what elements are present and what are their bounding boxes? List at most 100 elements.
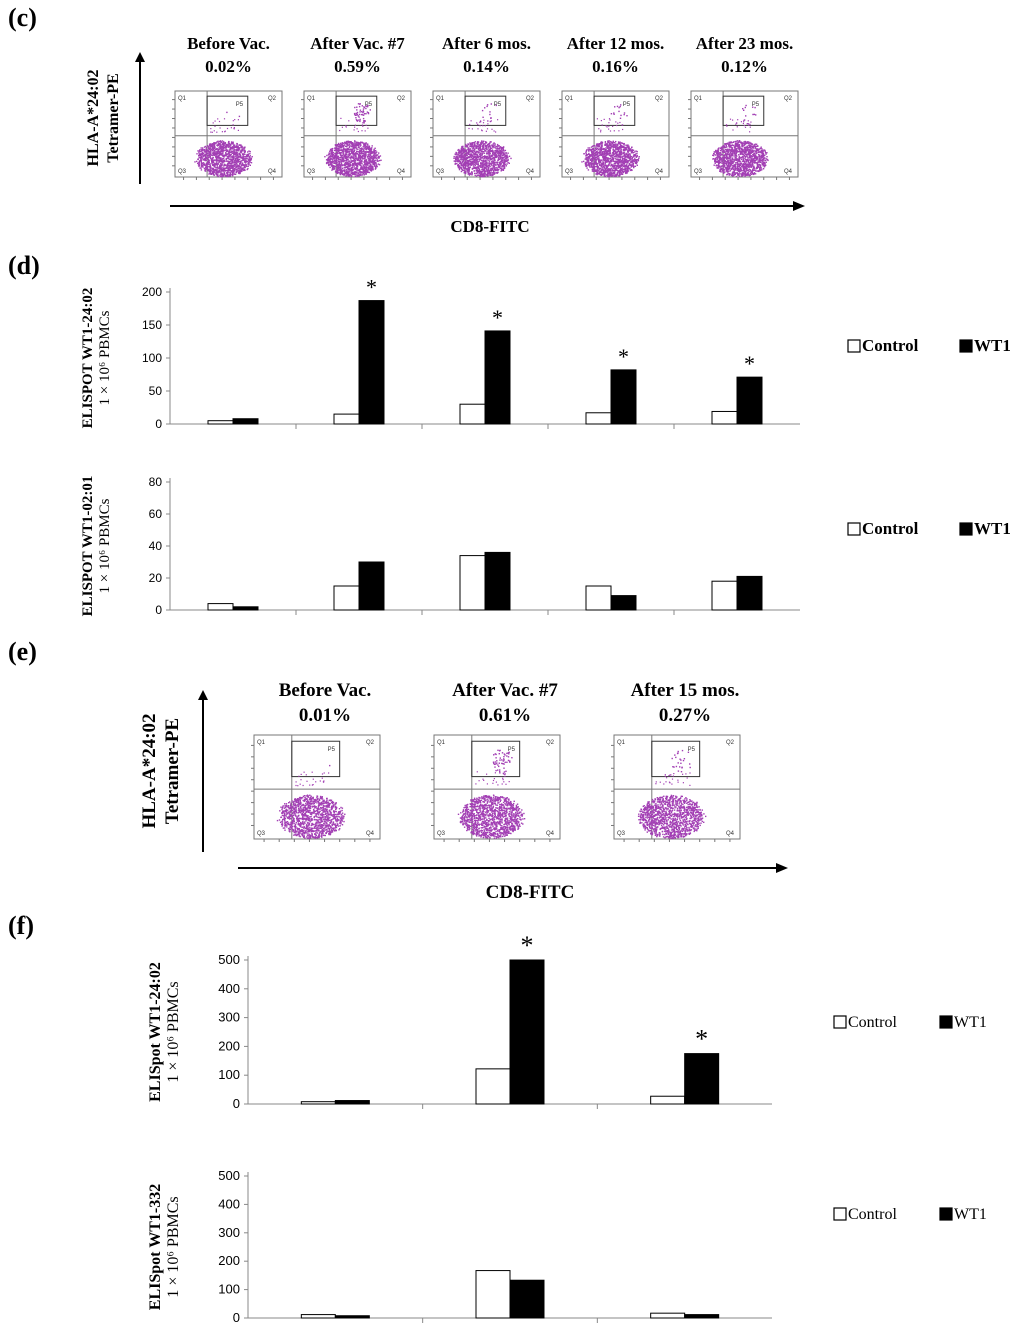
event-dot: [468, 163, 470, 165]
event-dot: [210, 170, 213, 172]
event-dot: [221, 147, 224, 149]
event-dot: [607, 170, 609, 172]
event-dot: [592, 162, 595, 164]
event-dot: [468, 160, 470, 162]
event-dot: [621, 167, 623, 169]
event-dot: [624, 161, 626, 163]
event-dot: [503, 166, 506, 168]
event-dot: [354, 172, 356, 174]
event-dot: [489, 158, 492, 160]
event-dot: [202, 163, 205, 166]
scatter-event-dot: [471, 128, 473, 130]
event-dot: [594, 161, 596, 164]
event-dot: [367, 157, 369, 160]
event-dot: [504, 154, 507, 156]
event-dot: [355, 141, 357, 144]
event-dot: [238, 167, 240, 170]
event-dot: [220, 154, 223, 156]
event-dot: [329, 162, 332, 164]
event-dot: [599, 152, 601, 154]
event-dot: [207, 150, 210, 153]
event-dot: [249, 157, 252, 159]
event-dot: [232, 165, 234, 168]
event-dot: [336, 157, 338, 159]
event-dot: [608, 174, 610, 177]
event-dot: [486, 157, 489, 159]
event-dot: [200, 147, 202, 149]
event-dot: [198, 161, 200, 163]
event-dot: [502, 146, 505, 148]
event-dot: [623, 170, 625, 173]
gate-event-dot: [369, 109, 371, 111]
event-dot: [486, 173, 489, 175]
event-dot: [600, 147, 602, 149]
event-dot: [592, 153, 594, 155]
event-dot: [218, 155, 220, 157]
event-dot: [473, 170, 475, 172]
event-dot: [604, 165, 607, 167]
event-dot: [467, 165, 469, 168]
scatter-event-dot: [232, 124, 234, 126]
event-dot: [332, 152, 334, 154]
gate-event-dot: [365, 107, 367, 110]
event-dot: [631, 150, 633, 152]
event-dot: [374, 164, 376, 166]
event-dot: [243, 167, 245, 169]
event-dot: [376, 165, 378, 168]
event-dot: [338, 172, 340, 174]
event-dot: [230, 147, 232, 149]
event-dot: [601, 147, 603, 149]
event-dot: [370, 150, 372, 153]
event-dot: [363, 174, 365, 176]
event-dot: [334, 155, 337, 157]
event-dot: [203, 154, 205, 157]
event-dot: [470, 150, 473, 152]
event-dot: [330, 155, 332, 157]
event-dot: [212, 152, 214, 154]
event-dot: [460, 170, 463, 173]
event-dot: [632, 149, 635, 152]
event-dot: [371, 162, 373, 164]
event-dot: [489, 169, 491, 172]
event-dot: [353, 157, 355, 159]
event-dot: [489, 174, 491, 176]
event-dot: [217, 166, 219, 169]
event-dot: [482, 156, 484, 158]
event-dot: [218, 152, 220, 154]
event-dot: [346, 151, 348, 154]
event-dot: [624, 157, 626, 160]
event-dot: [472, 163, 475, 165]
event-dot: [343, 173, 345, 176]
event-dot: [371, 165, 374, 168]
event-dot: [228, 174, 231, 176]
event-dot: [337, 168, 339, 170]
event-dot: [236, 148, 239, 150]
event-dot: [621, 152, 624, 154]
event-dot: [369, 154, 371, 157]
event-dot: [200, 161, 202, 163]
event-dot: [501, 164, 504, 167]
event-dot: [457, 158, 459, 160]
event-dot: [589, 164, 591, 166]
event-dot: [490, 156, 492, 158]
event-dot: [342, 154, 344, 156]
event-dot: [460, 152, 462, 154]
event-dot: [484, 161, 487, 163]
event-dot: [219, 173, 222, 175]
scatter-event-dot: [487, 123, 489, 125]
quadrant-label: Q1: [178, 96, 187, 102]
event-dot: [607, 141, 609, 144]
event-dot: [198, 160, 201, 162]
event-dot: [485, 174, 487, 176]
event-dot: [457, 149, 459, 151]
event-dot: [233, 165, 236, 167]
event-dot: [227, 175, 229, 177]
event-dot: [496, 169, 498, 171]
event-dot: [494, 144, 496, 146]
event-dot: [349, 162, 352, 164]
event-dot: [631, 169, 633, 171]
event-dot: [587, 156, 590, 158]
gate-event-dot: [354, 113, 356, 116]
event-dot: [496, 152, 499, 154]
